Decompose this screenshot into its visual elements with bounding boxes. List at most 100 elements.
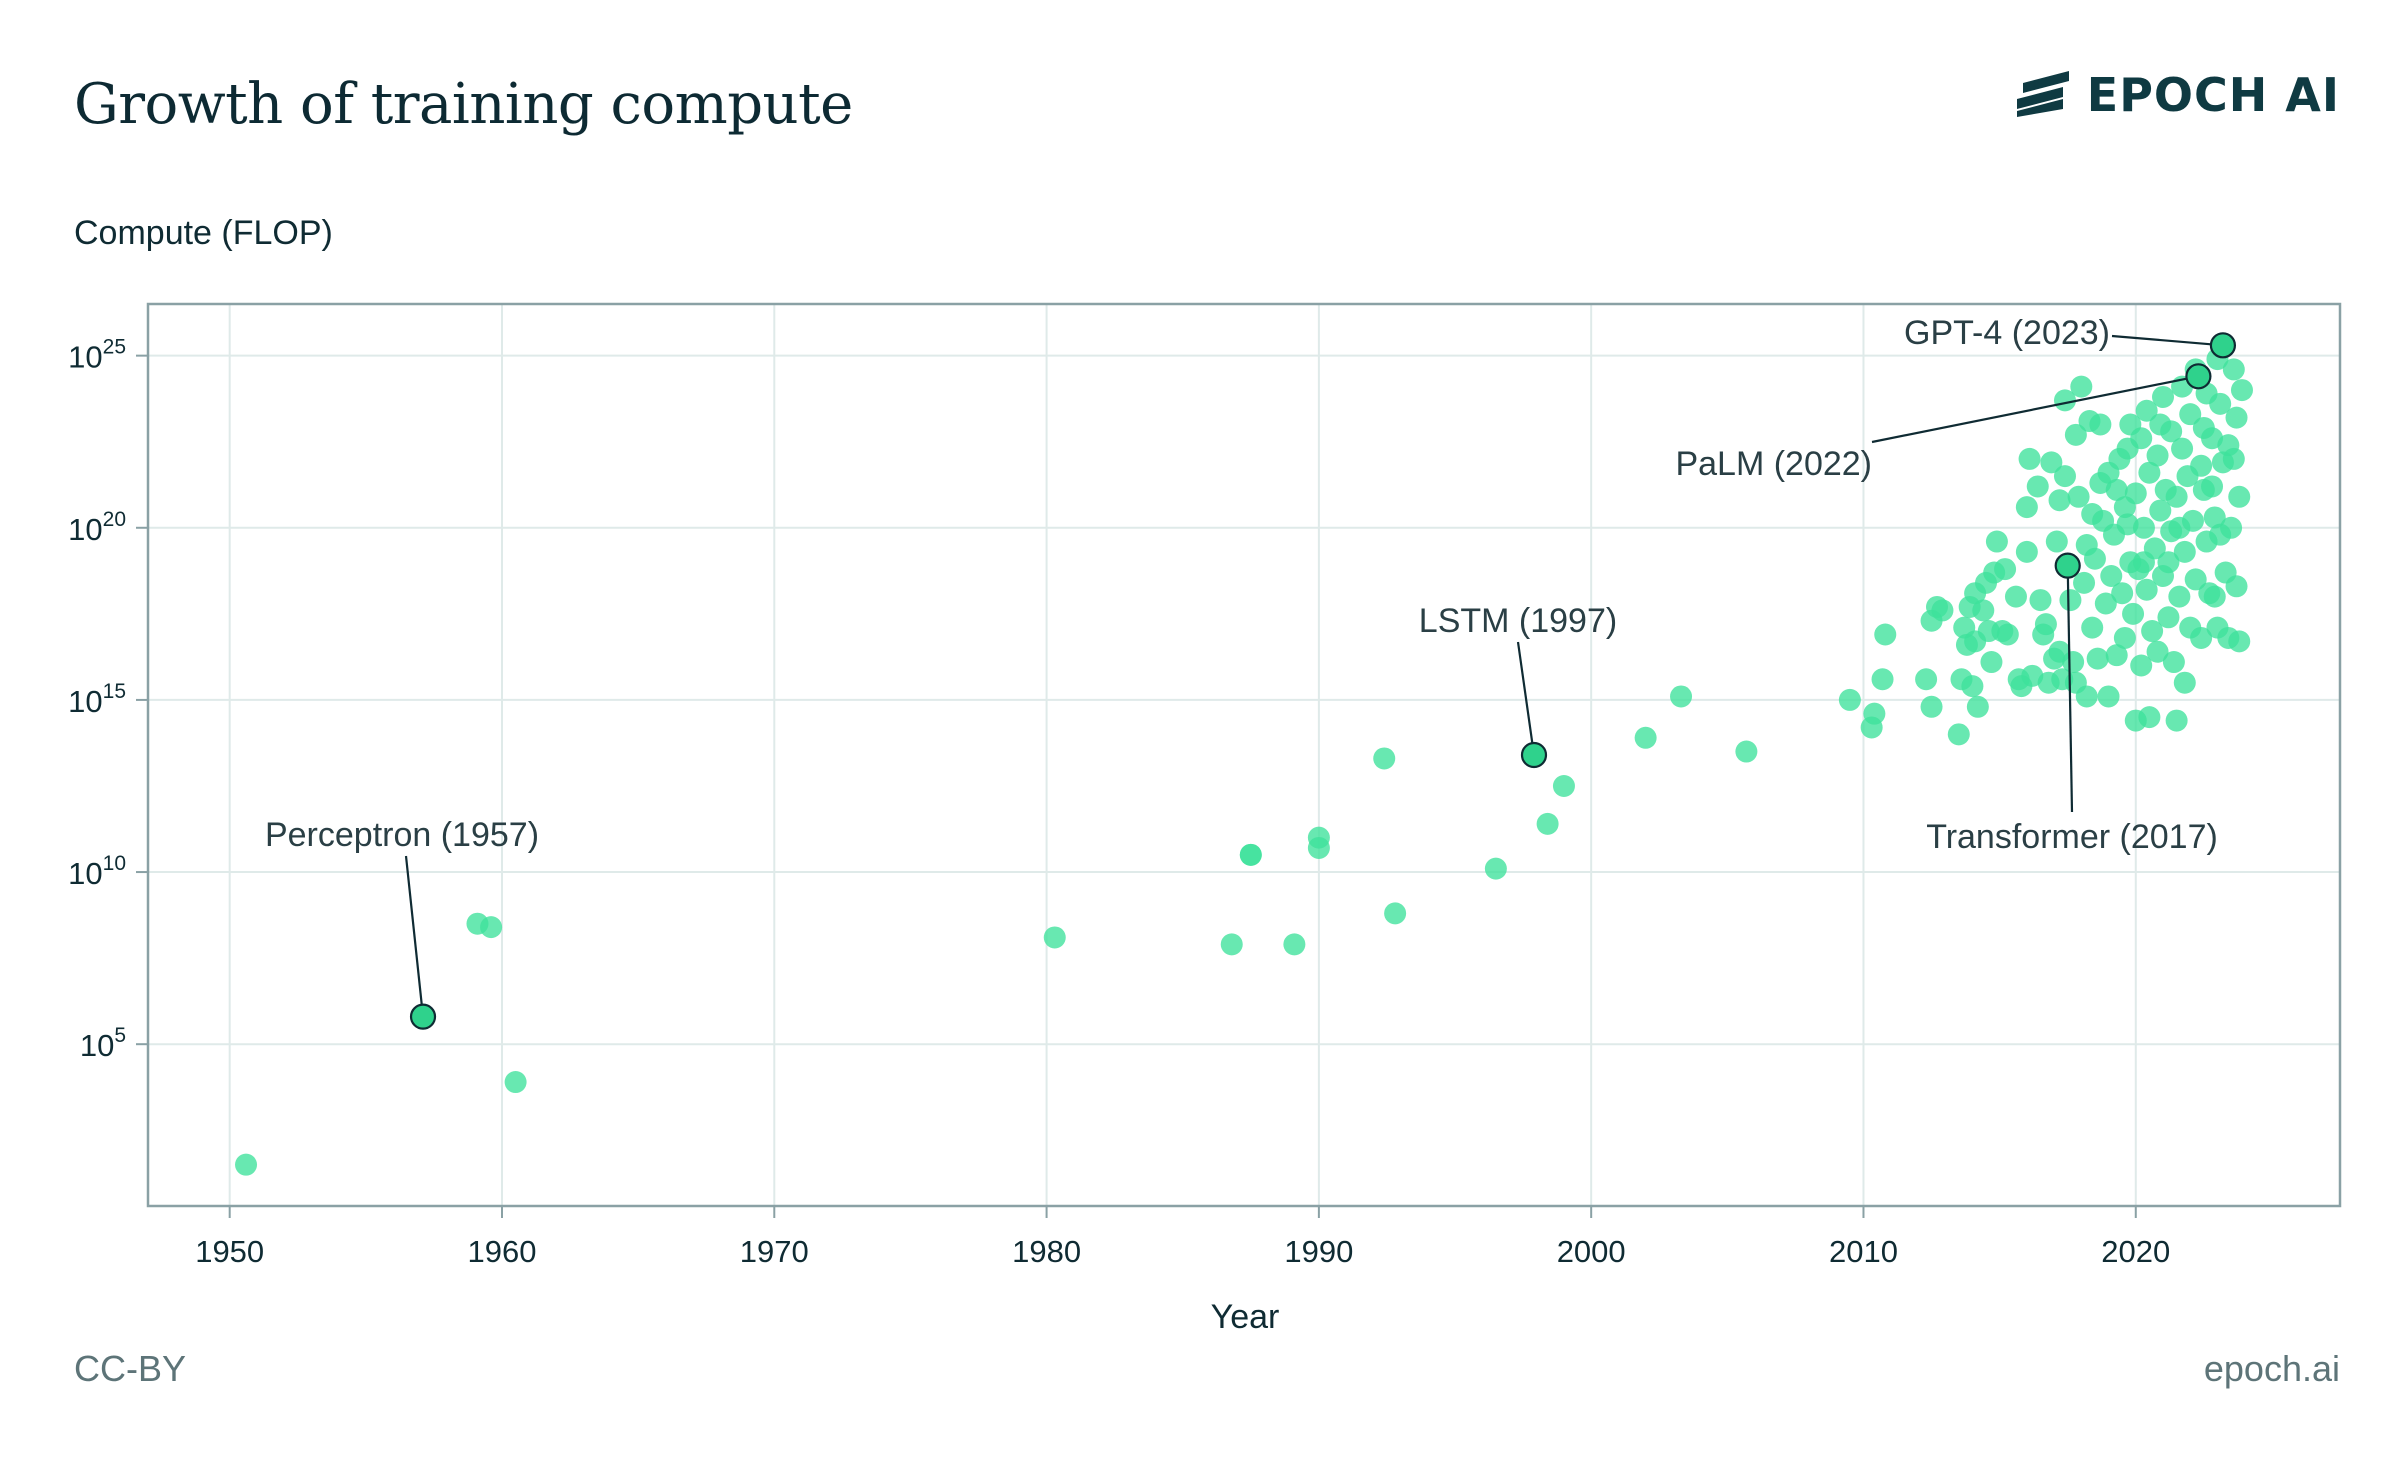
x-tick-label: 1950 <box>195 1234 264 1269</box>
data-point <box>2192 478 2215 501</box>
data-point <box>2053 465 2076 488</box>
site-link[interactable]: epoch.ai <box>2203 1348 2340 1389</box>
data-point <box>2105 644 2128 667</box>
highlighted-point <box>2054 552 2081 579</box>
data-point <box>2053 389 2076 412</box>
data-point <box>2059 589 2082 612</box>
data-point <box>2045 530 2068 553</box>
data-point <box>2168 516 2191 539</box>
data-point <box>2220 516 2243 539</box>
data-point <box>2168 585 2191 608</box>
data-point <box>1552 774 1575 797</box>
annotation-label: LSTM (1997) <box>1419 602 1617 640</box>
annotation-leader-line <box>2111 334 2224 347</box>
data-point <box>1915 668 1938 691</box>
data-point <box>1994 558 2017 581</box>
highlighted-point <box>1520 741 1548 769</box>
x-tick-label: 1980 <box>1012 1234 1081 1269</box>
data-point <box>2146 640 2169 663</box>
annotation-leader-line <box>404 855 425 1017</box>
data-point <box>2179 403 2202 426</box>
data-point <box>2222 358 2245 381</box>
data-point <box>1735 740 1758 763</box>
data-point <box>2132 551 2155 574</box>
data-point <box>1307 836 1330 859</box>
data-point <box>2086 647 2109 670</box>
epoch-logo: EPOCH AI <box>2013 68 2340 122</box>
data-point <box>2064 423 2087 446</box>
data-point <box>1920 695 1943 718</box>
data-point <box>2141 620 2164 643</box>
data-point <box>2228 630 2251 653</box>
data-point <box>2184 568 2207 591</box>
highlighted-point <box>2209 332 2237 359</box>
y-tick-base: 10 <box>68 512 102 547</box>
highlighted-point <box>409 1003 437 1030</box>
x-tick-label: 2010 <box>1829 1234 1898 1269</box>
annotation-label: Transformer (2017) <box>1926 818 2218 856</box>
y-tick-base: 10 <box>68 340 102 375</box>
y-tick-exponent: 5 <box>114 1024 126 1047</box>
data-point <box>2190 626 2213 649</box>
data-point <box>2004 585 2027 608</box>
data-point <box>2171 437 2194 460</box>
data-point <box>2097 685 2120 708</box>
data-point <box>2067 485 2090 508</box>
data-point <box>2015 540 2038 563</box>
data-point <box>2149 413 2172 436</box>
data-point <box>1384 902 1407 925</box>
chart-title: Growth of training compute <box>74 72 853 137</box>
data-point <box>2029 589 2052 612</box>
highlighted-point <box>2185 363 2212 390</box>
data-point <box>2146 444 2169 467</box>
data-point <box>2116 513 2139 536</box>
data-point <box>2135 399 2158 422</box>
data-point <box>2034 613 2057 636</box>
data-point <box>2138 706 2161 729</box>
y-tick-exponent: 10 <box>103 852 126 875</box>
data-point <box>1985 530 2008 553</box>
data-point <box>1966 695 1989 718</box>
data-point <box>1838 688 1861 711</box>
data-point <box>1634 726 1657 749</box>
data-point <box>1947 723 1970 746</box>
y-axis-label: Compute (FLOP) <box>74 214 333 252</box>
annotation-label: Perceptron (1957) <box>265 816 539 854</box>
plot-frame <box>146 302 2342 1208</box>
y-tick-base: 10 <box>68 684 102 719</box>
data-point <box>2015 496 2038 519</box>
data-point <box>2230 379 2253 402</box>
x-axis-ticks: 1950 1960 1970 1980 1990 2000 2010 2020 <box>195 1206 2170 1269</box>
data-point <box>2135 578 2158 601</box>
data-points <box>235 334 2253 1176</box>
data-point <box>1871 668 1894 691</box>
data-point <box>1670 685 1693 708</box>
data-point <box>1043 926 1066 949</box>
data-point <box>2157 551 2180 574</box>
data-point <box>2225 406 2248 429</box>
x-tick-label: 2020 <box>2101 1234 2170 1269</box>
logo-text: EPOCH AI <box>2086 68 2340 122</box>
y-tick-exponent: 25 <box>103 336 126 359</box>
data-point <box>2075 685 2098 708</box>
data-point <box>2105 478 2128 501</box>
epoch-logo-icon <box>2016 71 2069 117</box>
data-point <box>2081 503 2104 526</box>
data-point <box>2089 413 2112 436</box>
data-point <box>2073 571 2096 594</box>
data-point <box>1373 747 1396 770</box>
data-point <box>1980 651 2003 674</box>
data-point <box>480 916 503 939</box>
data-point <box>1220 933 1243 956</box>
grid-lines <box>148 304 2340 1206</box>
data-point <box>1961 675 1984 698</box>
annotation-leader-line <box>2066 565 2074 813</box>
data-point <box>2130 654 2153 677</box>
data-point <box>2209 392 2232 415</box>
x-axis-label: Year <box>1211 1298 1280 1336</box>
x-tick-label: 2000 <box>1557 1234 1626 1269</box>
y-tick-label: 1010 <box>68 852 126 891</box>
data-point <box>1996 623 2019 646</box>
x-tick-label: 1960 <box>468 1234 537 1269</box>
